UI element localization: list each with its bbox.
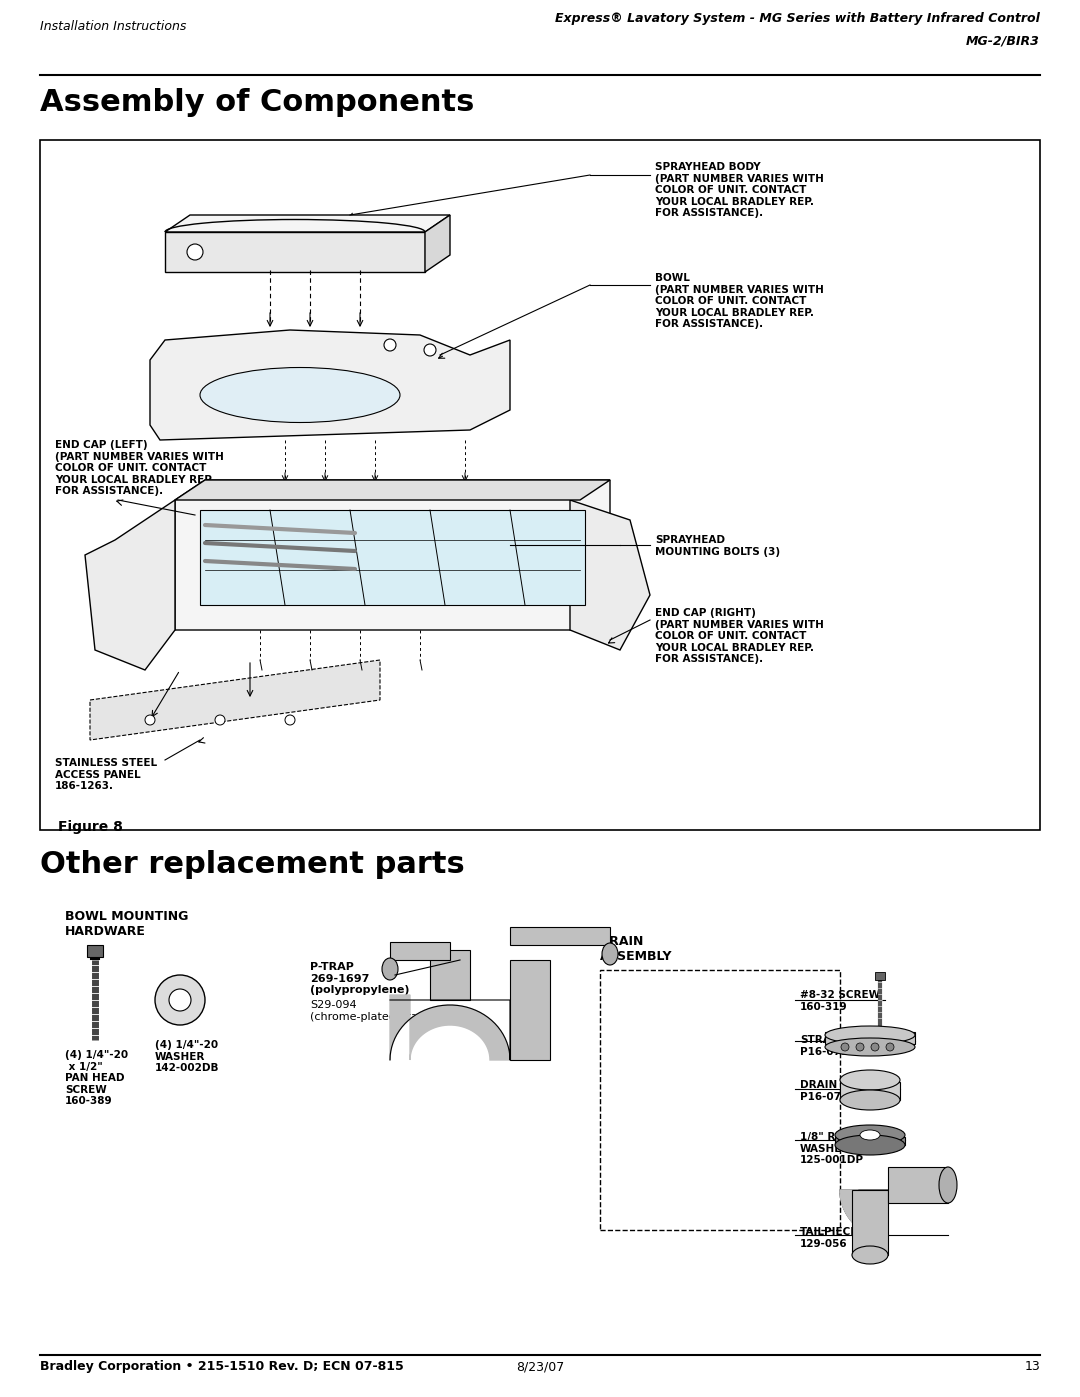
Polygon shape [165,232,426,272]
Circle shape [187,244,203,260]
Ellipse shape [835,1125,905,1146]
Text: P-TRAP
269-1697
(polypropylene): P-TRAP 269-1697 (polypropylene) [310,963,409,995]
Text: 13: 13 [1024,1361,1040,1373]
Polygon shape [840,1190,888,1238]
Ellipse shape [939,1166,957,1203]
Circle shape [145,715,156,725]
Text: BOWL MOUNTING
HARDWARE: BOWL MOUNTING HARDWARE [65,909,188,937]
Text: Bradley Corporation • 215-1510 Rev. D; ECN 07-815: Bradley Corporation • 215-1510 Rev. D; E… [40,1361,404,1373]
Text: Other replacement parts: Other replacement parts [40,849,464,879]
Bar [430,950,470,1000]
Polygon shape [165,215,450,232]
Polygon shape [175,481,610,500]
Text: DRAIN
ASSEMBLY: DRAIN ASSEMBLY [600,935,673,963]
Text: 8/23/07: 8/23/07 [516,1361,564,1373]
Text: Figure 8: Figure 8 [58,820,123,834]
Circle shape [841,1044,849,1051]
Bar [200,510,585,605]
Bar [510,960,550,1060]
Polygon shape [390,995,510,1060]
Bar [888,1166,948,1203]
Bar [825,1032,915,1044]
Text: 1/8" RUBBER
WASHER
125-001DP: 1/8" RUBBER WASHER 125-001DP [800,1132,875,1165]
Polygon shape [175,481,610,630]
Ellipse shape [382,958,399,981]
Ellipse shape [200,367,400,422]
Bar [852,1190,888,1255]
Text: Assembly of Components: Assembly of Components [40,88,474,117]
Text: STRAINER
P16-075: STRAINER P16-075 [800,1035,859,1056]
Circle shape [384,339,396,351]
Bar [835,1137,905,1146]
Text: SPRAYHEAD BODY
(PART NUMBER VARIES WITH
COLOR OF UNIT. CONTACT
YOUR LOCAL BRADLE: SPRAYHEAD BODY (PART NUMBER VARIES WITH … [654,162,824,218]
Text: BOWL
(PART NUMBER VARIES WITH
COLOR OF UNIT. CONTACT
YOUR LOCAL BRADLEY REP.
FOR: BOWL (PART NUMBER VARIES WITH COLOR OF U… [654,272,824,330]
Polygon shape [85,500,175,671]
Ellipse shape [825,1025,915,1044]
Circle shape [886,1044,894,1051]
Polygon shape [90,659,380,740]
Text: SPRAYHEAD
MOUNTING BOLTS (3): SPRAYHEAD MOUNTING BOLTS (3) [654,535,780,556]
Bar [510,928,610,944]
Text: (4) 1/4"-20
WASHER
142-002DB: (4) 1/4"-20 WASHER 142-002DB [156,1039,219,1073]
Text: Installation Instructions: Installation Instructions [40,20,187,34]
Bar [875,972,885,981]
Bar [390,942,450,960]
Text: TAILPIECE
129-056: TAILPIECE 129-056 [800,1227,859,1249]
Polygon shape [570,500,650,650]
Bar [600,970,840,1229]
Ellipse shape [860,1130,880,1140]
Circle shape [870,1044,879,1051]
Polygon shape [426,215,450,272]
Circle shape [285,715,295,725]
Ellipse shape [835,1134,905,1155]
Ellipse shape [825,1038,915,1056]
Circle shape [215,715,225,725]
Ellipse shape [840,1070,900,1090]
Text: Express® Lavatory System - MG Series with Battery Infrared Control: Express® Lavatory System - MG Series wit… [555,13,1040,25]
Bar [87,944,103,957]
Text: (4) 1/4"-20
 x 1/2"
PAN HEAD
SCREW
160-389: (4) 1/4"-20 x 1/2" PAN HEAD SCREW 160-38… [65,1051,129,1106]
Ellipse shape [840,1090,900,1111]
Ellipse shape [156,975,205,1025]
Text: MG-2/BIR3: MG-2/BIR3 [967,35,1040,47]
Text: S29-094
(chrome-plated brass): S29-094 (chrome-plated brass) [310,1000,434,1021]
Text: #8-32 SCREW
160-319: #8-32 SCREW 160-319 [800,990,880,1011]
Text: DRAIN PLUG
P16-072: DRAIN PLUG P16-072 [800,1080,872,1102]
Ellipse shape [168,989,191,1011]
Text: STAINLESS STEEL
ACCESS PANEL
186-1263.: STAINLESS STEEL ACCESS PANEL 186-1263. [55,759,157,791]
Bar [840,1083,900,1099]
Bar [40,140,1040,830]
Circle shape [424,344,436,356]
Circle shape [856,1044,864,1051]
Text: END CAP (LEFT)
(PART NUMBER VARIES WITH
COLOR OF UNIT. CONTACT
YOUR LOCAL BRADLE: END CAP (LEFT) (PART NUMBER VARIES WITH … [55,440,224,496]
Text: END CAP (RIGHT)
(PART NUMBER VARIES WITH
COLOR OF UNIT. CONTACT
YOUR LOCAL BRADL: END CAP (RIGHT) (PART NUMBER VARIES WITH… [654,608,824,665]
Ellipse shape [602,943,618,965]
Ellipse shape [852,1246,888,1264]
Polygon shape [150,330,510,440]
